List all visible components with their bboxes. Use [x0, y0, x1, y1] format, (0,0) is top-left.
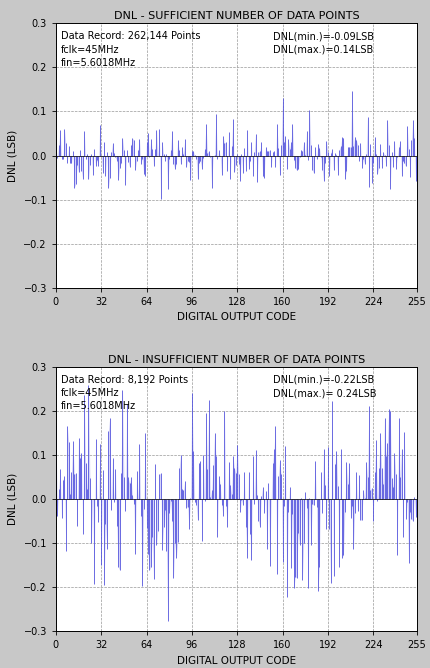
Y-axis label: DNL (LSB): DNL (LSB)	[8, 130, 18, 182]
X-axis label: DIGITAL OUTPUT CODE: DIGITAL OUTPUT CODE	[177, 656, 296, 666]
Text: DNL(min.)=-0.09LSB
DNL(max.)=0.14LSB: DNL(min.)=-0.09LSB DNL(max.)=0.14LSB	[273, 31, 374, 55]
Y-axis label: DNL (LSB): DNL (LSB)	[8, 473, 18, 525]
Text: DNL(min.)=-0.22LSB
DNL(max.)= 0.24LSB: DNL(min.)=-0.22LSB DNL(max.)= 0.24LSB	[273, 375, 376, 398]
X-axis label: DIGITAL OUTPUT CODE: DIGITAL OUTPUT CODE	[177, 312, 296, 322]
Title: DNL - SUFFICIENT NUMBER OF DATA POINTS: DNL - SUFFICIENT NUMBER OF DATA POINTS	[114, 11, 359, 21]
Text: Data Record: 8,192 Points
fclk=45MHz
fin=5.6018MHz: Data Record: 8,192 Points fclk=45MHz fin…	[61, 375, 188, 411]
Text: Data Record: 262,144 Points
fclk=45MHz
fin=5.6018MHz: Data Record: 262,144 Points fclk=45MHz f…	[61, 31, 201, 67]
Title: DNL - INSUFFICIENT NUMBER OF DATA POINTS: DNL - INSUFFICIENT NUMBER OF DATA POINTS	[108, 355, 365, 365]
